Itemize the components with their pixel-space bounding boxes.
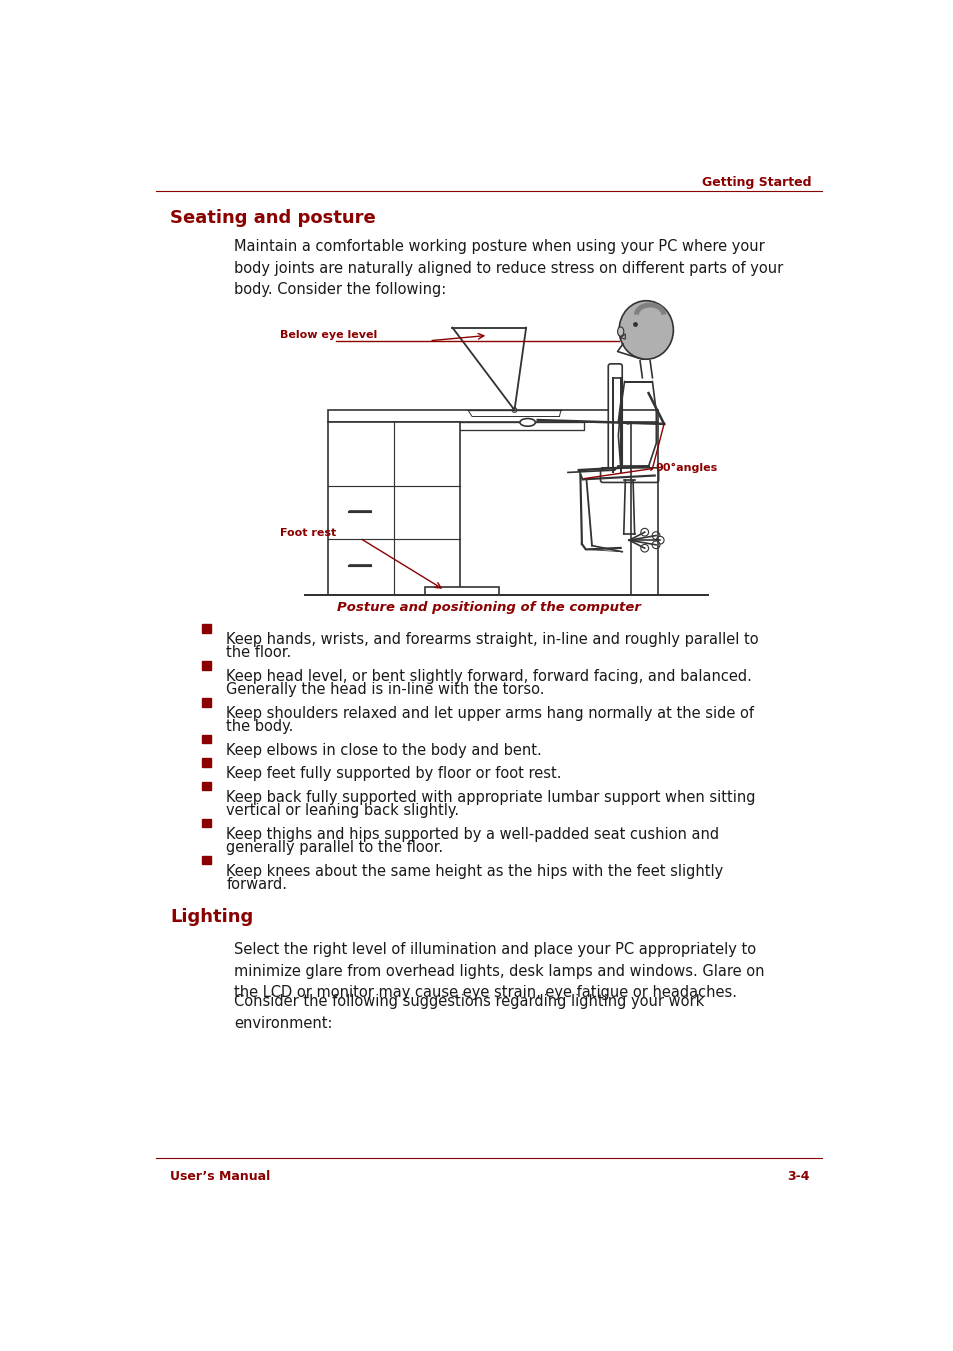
Circle shape	[652, 532, 659, 539]
Ellipse shape	[618, 301, 673, 359]
Bar	[202, 661, 211, 670]
Bar	[202, 698, 211, 707]
Text: Keep thighs and hips supported by a well-padded seat cushion and: Keep thighs and hips supported by a well…	[226, 827, 719, 842]
Circle shape	[640, 544, 648, 553]
Bar	[202, 819, 211, 827]
Text: forward.: forward.	[226, 877, 287, 892]
FancyBboxPatch shape	[608, 363, 621, 471]
Bar	[328, 423, 459, 594]
Text: Keep knees about the same height as the hips with the feet slightly: Keep knees about the same height as the …	[226, 863, 722, 878]
Text: Keep feet fully supported by floor or foot rest.: Keep feet fully supported by floor or fo…	[226, 766, 561, 781]
Text: the floor.: the floor.	[226, 646, 292, 661]
Text: vertical or leaning back slightly.: vertical or leaning back slightly.	[226, 802, 458, 819]
Text: Keep back fully supported with appropriate lumbar support when sitting: Keep back fully supported with appropria…	[226, 790, 755, 805]
Text: Below eye level: Below eye level	[280, 331, 377, 340]
Text: Keep shoulders relaxed and let upper arms hang normally at the side of: Keep shoulders relaxed and let upper arm…	[226, 705, 754, 720]
Text: Seating and posture: Seating and posture	[171, 208, 375, 227]
Text: Maintain a comfortable working posture when using your PC where your
body joints: Maintain a comfortable working posture w…	[233, 239, 782, 297]
Text: Getting Started: Getting Started	[701, 177, 810, 189]
Text: Select the right level of illumination and place your PC appropriately to
minimi: Select the right level of illumination a…	[233, 942, 763, 1000]
Ellipse shape	[519, 419, 535, 426]
Circle shape	[640, 528, 648, 536]
Text: Keep hands, wrists, and forearms straight, in-line and roughly parallel to: Keep hands, wrists, and forearms straigh…	[226, 632, 758, 647]
Bar	[425, 588, 498, 594]
FancyBboxPatch shape	[599, 467, 658, 482]
Text: 90°angles: 90°angles	[655, 463, 717, 473]
Bar	[202, 735, 211, 743]
Circle shape	[656, 536, 663, 544]
Text: Keep head level, or bent slightly forward, forward facing, and balanced.: Keep head level, or bent slightly forwar…	[226, 669, 751, 684]
Text: Lighting: Lighting	[171, 908, 253, 927]
Text: the body.: the body.	[226, 719, 294, 734]
Circle shape	[512, 408, 517, 412]
Text: User’s Manual: User’s Manual	[171, 1170, 271, 1183]
Bar	[202, 758, 211, 767]
Text: 3-4: 3-4	[786, 1170, 809, 1183]
Text: Foot rest: Foot rest	[280, 528, 336, 538]
Circle shape	[652, 540, 659, 549]
Bar	[202, 857, 211, 865]
Bar	[202, 624, 211, 632]
Bar	[421, 423, 583, 430]
Text: Consider the following suggestions regarding lighting your work
environment:: Consider the following suggestions regar…	[233, 994, 703, 1031]
Text: Posture and positioning of the computer: Posture and positioning of the computer	[336, 601, 640, 613]
Ellipse shape	[617, 327, 623, 336]
Text: Keep elbows in close to the body and bent.: Keep elbows in close to the body and ben…	[226, 743, 541, 758]
Bar	[202, 782, 211, 790]
Text: Generally the head is in-line with the torso.: Generally the head is in-line with the t…	[226, 682, 544, 697]
Bar	[328, 411, 658, 423]
Text: generally parallel to the floor.: generally parallel to the floor.	[226, 840, 443, 855]
